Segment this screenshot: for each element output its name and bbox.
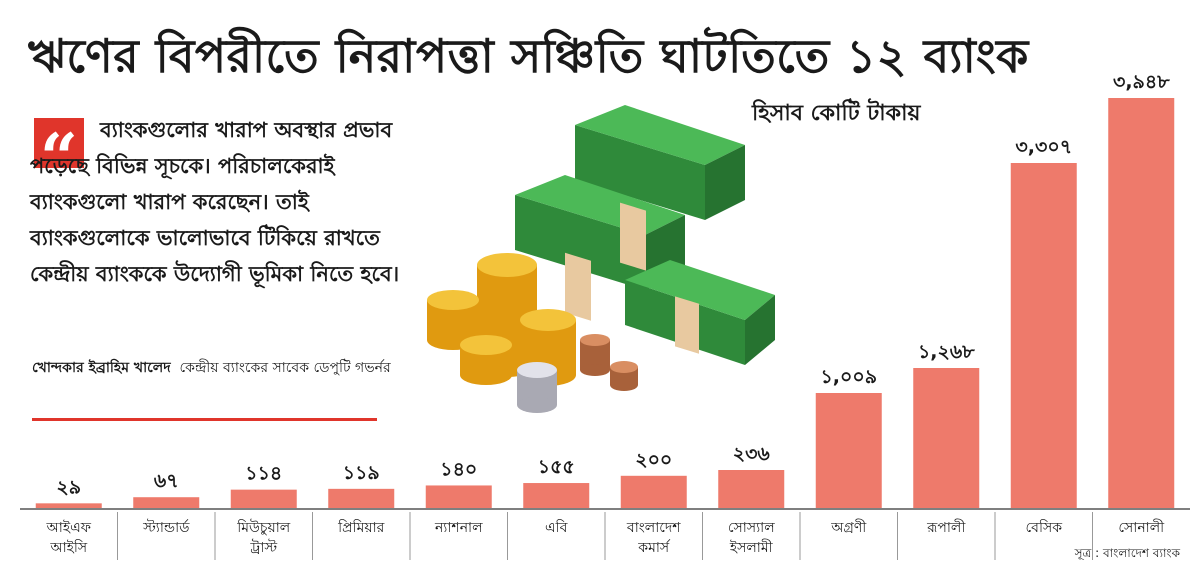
value-label-1: ৬৭: [154, 470, 179, 492]
source-note: সূত্র : বাংলাদেশ ব্যাংক: [1074, 546, 1180, 560]
author-name: খোন্দকার ইব্রাহিম খালেদ: [32, 360, 171, 376]
category-label-2: মিউচুয়াল ট্রাস্ট: [236, 519, 291, 556]
bar-4: [425, 485, 492, 508]
category-label-5: এবি: [545, 519, 568, 536]
bar-0: [35, 503, 102, 508]
bar-11: [1108, 98, 1175, 508]
chart-title: ঋণের বিপরীতে নিরাপত্তা সঞ্চিতি ঘাটতিতে ১…: [28, 29, 1029, 83]
coins-icon: [427, 253, 638, 413]
value-label-9: ১,২৬৮: [918, 341, 975, 363]
category-labels: আইএফ আইসি স্ট্যান্ডার্ড মিউচুয়াল ট্রাস্ট প্র…: [46, 512, 1165, 560]
value-labels: ২৯ ৬৭ ১১৪ ১১৯ ১৪০ ১৫৫ ২০০ ২৩৬ ১,০০৯ ১,২৬৮ ৩,৩০৭ ৩,৯…: [56, 71, 1170, 498]
category-label-7: সোস্যাল ইসলামী: [728, 520, 775, 556]
value-label-0: ২৯: [56, 476, 81, 498]
category-label-11: সোনালী: [1118, 519, 1165, 536]
bar-9: [913, 368, 980, 508]
category-label-0: আইএফ আইসি: [46, 519, 92, 556]
bar-3: [328, 488, 395, 508]
bar-5: [523, 483, 590, 508]
category-label-4: ন্যাশনাল: [434, 520, 483, 536]
category-label-3: প্রিমিয়ার: [337, 519, 385, 536]
money-illustration: [427, 105, 775, 413]
bar-10: [1010, 163, 1077, 508]
value-label-11: ৩,৯৪৮: [1113, 71, 1170, 93]
author-title: কেন্দ্রীয় ব্যাংকের সাবেক ডেপুটি গভর্নর: [179, 360, 391, 376]
category-label-8: অগ্রণী: [830, 519, 867, 536]
quote-text: ব্যাংকগুলোর খারাপ অবস্থার প্রভাব পড়েছে …: [30, 118, 400, 286]
value-label-2: ১১৪: [245, 463, 282, 485]
category-label-6: বাংলাদেশ কমার্স: [626, 520, 681, 556]
bar-1: [133, 497, 200, 508]
bar-8: [815, 393, 882, 508]
quote-divider: [32, 418, 377, 421]
value-label-8: ১,০০৯: [820, 366, 877, 388]
category-label-1: স্ট্যান্ডার্ড: [142, 519, 190, 536]
value-label-7: ২৩৬: [733, 443, 771, 465]
bar-2: [230, 489, 297, 508]
value-label-5: ১৫৫: [538, 456, 575, 478]
bar-6: [620, 475, 687, 508]
cash-stack-icon: [515, 105, 775, 365]
value-label-4: ১৪০: [440, 458, 477, 480]
unit-label: হিসাব কোটি টাকায়: [752, 101, 921, 126]
value-label-10: ৩,৩০৭: [1015, 136, 1072, 158]
category-label-10: বেসিক: [1025, 519, 1062, 536]
category-label-9: রূপালী: [926, 519, 966, 536]
bar-7: [718, 470, 785, 508]
value-label-3: ১১৯: [343, 462, 380, 484]
quote-author: খোন্দকার ইব্রাহিম খালেদ কেন্দ্রীয় ব্যাং…: [32, 356, 392, 380]
bars: [20, 98, 1190, 510]
value-label-6: ২০০: [635, 449, 672, 471]
